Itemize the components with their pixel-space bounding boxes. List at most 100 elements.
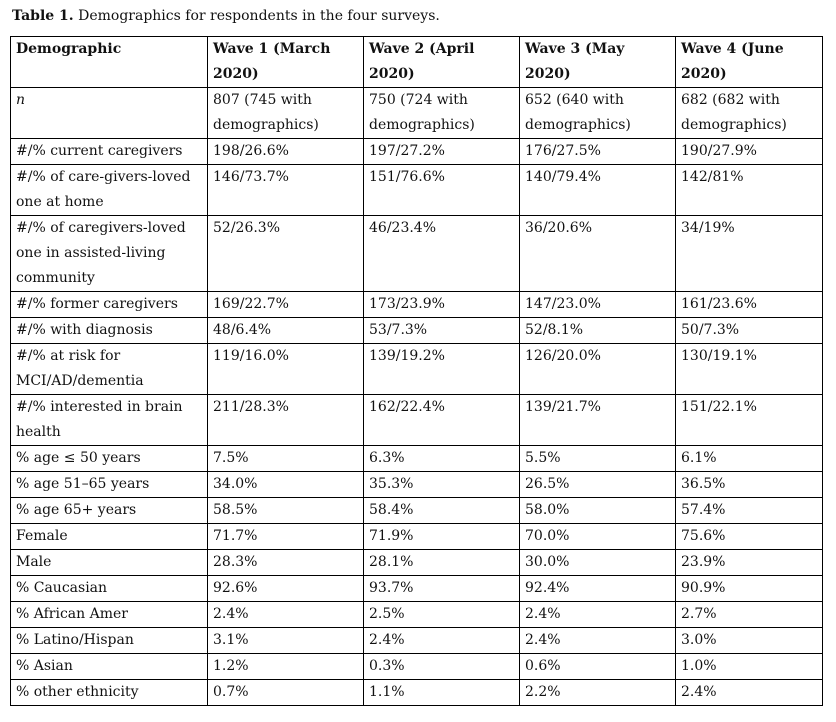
data-cell: 92.4% [519,575,676,602]
data-cell: 151/76.6% [363,164,520,216]
data-cell: 146/73.7% [207,164,364,216]
header-cell: Wave 4 (June 2020) [675,36,823,88]
data-cell: 807 (745 with demographics) [207,87,364,139]
data-cell: 2.4% [519,601,676,628]
data-cell: 58.5% [207,497,364,524]
data-cell: 2.4% [207,601,364,628]
data-cell: 169/22.7% [207,291,364,318]
caption-text: Demographics for respondents in the four… [78,8,440,24]
data-cell: 0.7% [207,679,364,706]
data-cell: 52/26.3% [207,215,364,292]
data-cell: 161/23.6% [675,291,823,318]
table-row: % Latino/Hispan 3.1% 2.4% 2.4% 3.0% [10,627,823,654]
data-cell: 26.5% [519,471,676,498]
table-body: n 807 (745 with demographics) 750 (724 wit… [10,87,823,706]
row-label: Male [10,549,208,576]
table-row: #/% interested in brain health 211/28.3% 1… [10,394,823,446]
data-cell: 1.2% [207,653,364,680]
row-label: #/% at risk for MCI/AD/dementia [10,343,208,395]
table-row: Male 28.3% 28.1% 30.0% 23.9% [10,549,823,576]
header-cell: Wave 1 (March 2020) [207,36,364,88]
data-cell: 2.2% [519,679,676,706]
data-cell: 173/23.9% [363,291,520,318]
row-label: % Latino/Hispan [10,627,208,654]
data-cell: 3.1% [207,627,364,654]
data-cell: 48/6.4% [207,317,364,344]
table-row: #/% at risk for MCI/AD/dementia 119/16.0%… [10,343,823,395]
table-row: Female 71.7% 71.9% 70.0% 75.6% [10,523,823,550]
data-cell: 2.4% [363,627,520,654]
data-cell: 50/7.3% [675,317,823,344]
data-cell: 93.7% [363,575,520,602]
data-cell: 34.0% [207,471,364,498]
data-cell: 53/7.3% [363,317,520,344]
table-row: % Caucasian 92.6% 93.7% 92.4% 90.9% [10,575,823,602]
row-label: % Caucasian [10,575,208,602]
data-cell: 5.5% [519,445,676,472]
data-cell: 6.1% [675,445,823,472]
data-cell: 2.5% [363,601,520,628]
data-cell: 130/19.1% [675,343,823,395]
data-cell: 6.3% [363,445,520,472]
header-cell: Wave 2 (April 2020) [363,36,520,88]
data-cell: 119/16.0% [207,343,364,395]
data-cell: 140/79.4% [519,164,676,216]
data-cell: 2.4% [675,679,823,706]
table-row: % age 65+ years 58.5% 58.4% 58.0% 57.4% [10,497,823,524]
data-cell: 198/26.6% [207,138,364,165]
data-cell: 682 (682 with demographics) [675,87,823,139]
data-cell: 151/22.1% [675,394,823,446]
row-label: % age ≤ 50 years [10,445,208,472]
table-row: % age 51–65 years 34.0% 35.3% 26.5% 36.5% [10,471,823,498]
data-cell: 36.5% [675,471,823,498]
row-label: #/% former caregivers [10,291,208,318]
row-label: n [10,87,208,139]
table-row: % other ethnicity 0.7% 1.1% 2.2% 2.4% [10,679,823,706]
data-cell: 28.1% [363,549,520,576]
table-row: % Asian 1.2% 0.3% 0.6% 1.0% [10,653,823,680]
data-cell: 147/23.0% [519,291,676,318]
data-cell: 92.6% [207,575,364,602]
data-cell: 139/19.2% [363,343,520,395]
row-label: Female [10,523,208,550]
data-cell: 750 (724 with demographics) [363,87,520,139]
data-cell: 197/27.2% [363,138,520,165]
row-label: #/% interested in brain health [10,394,208,446]
data-cell: 3.0% [675,627,823,654]
data-cell: 126/20.0% [519,343,676,395]
data-cell: 58.0% [519,497,676,524]
data-cell: 90.9% [675,575,823,602]
data-cell: 23.9% [675,549,823,576]
data-cell: 0.3% [363,653,520,680]
caption-label: Table 1. [12,8,74,24]
data-cell: 71.7% [207,523,364,550]
row-label: % African Amer [10,601,208,628]
data-cell: 57.4% [675,497,823,524]
row-label: % Asian [10,653,208,680]
table-row: n 807 (745 with demographics) 750 (724 wit… [10,87,823,139]
data-cell: 58.4% [363,497,520,524]
data-cell: 0.6% [519,653,676,680]
table-row: #/% with diagnosis 48/6.4% 53/7.3% 52/8.1% 5… [10,317,823,344]
table-row: #/% current caregivers 198/26.6% 197/27.2%… [10,138,823,165]
data-cell: 2.7% [675,601,823,628]
data-cell: 190/27.9% [675,138,823,165]
table-row: % age ≤ 50 years 7.5% 6.3% 5.5% 6.1% [10,445,823,472]
table-row: % African Amer 2.4% 2.5% 2.4% 2.7% [10,601,823,628]
demographics-table: Demographic Wave 1 (March 2020) Wave 2 (Ap… [10,36,823,706]
data-cell: 36/20.6% [519,215,676,292]
data-cell: 35.3% [363,471,520,498]
data-cell: 7.5% [207,445,364,472]
data-cell: 30.0% [519,549,676,576]
data-cell: 70.0% [519,523,676,550]
data-cell: 28.3% [207,549,364,576]
data-cell: 142/81% [675,164,823,216]
row-label: #/% current caregivers [10,138,208,165]
row-label: % age 65+ years [10,497,208,524]
data-cell: 52/8.1% [519,317,676,344]
data-cell: 34/19% [675,215,823,292]
data-cell: 46/23.4% [363,215,520,292]
row-label: #/% with diagnosis [10,317,208,344]
data-cell: 652 (640 with demographics) [519,87,676,139]
data-cell: 71.9% [363,523,520,550]
